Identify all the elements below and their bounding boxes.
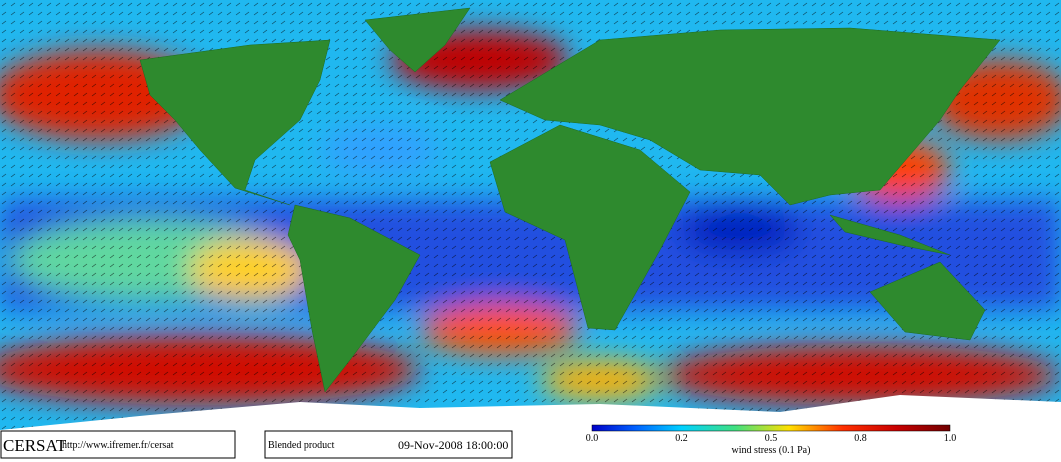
colorbar-label: wind stress (0.1 Pa) [732, 445, 811, 456]
timestamp: 09-Nov-2008 18:00:00 [398, 438, 508, 452]
product-frame [264, 430, 513, 459]
product-box: Blended product 09-Nov-2008 18:00:00 [264, 430, 513, 459]
colorbar-tick-label: 0.2 [675, 433, 688, 444]
colorbar-scale [591, 424, 951, 432]
colorbar-tick-label: 1.0 [944, 433, 957, 444]
logo-url: http://www.ifremer.fr/cersat [62, 440, 174, 451]
colorbar-tick-label: 0.5 [765, 433, 778, 444]
colorbar: wind stress (0.1 Pa) 0.0 0.2 0.5 0.8 1.0 [586, 424, 957, 456]
antarctic-ice [0, 395, 1061, 430]
logo-box: CERSAT http://www.ifremer.fr/cersat [0, 430, 236, 459]
logo-frame [0, 430, 236, 459]
colorbar-tick-label: 0.0 [586, 433, 599, 444]
logo-name: CERSAT [3, 436, 67, 455]
colorbar-tick-label: 0.8 [854, 433, 867, 444]
product-name: Blended product [268, 440, 335, 451]
continents [139, 7, 1001, 393]
